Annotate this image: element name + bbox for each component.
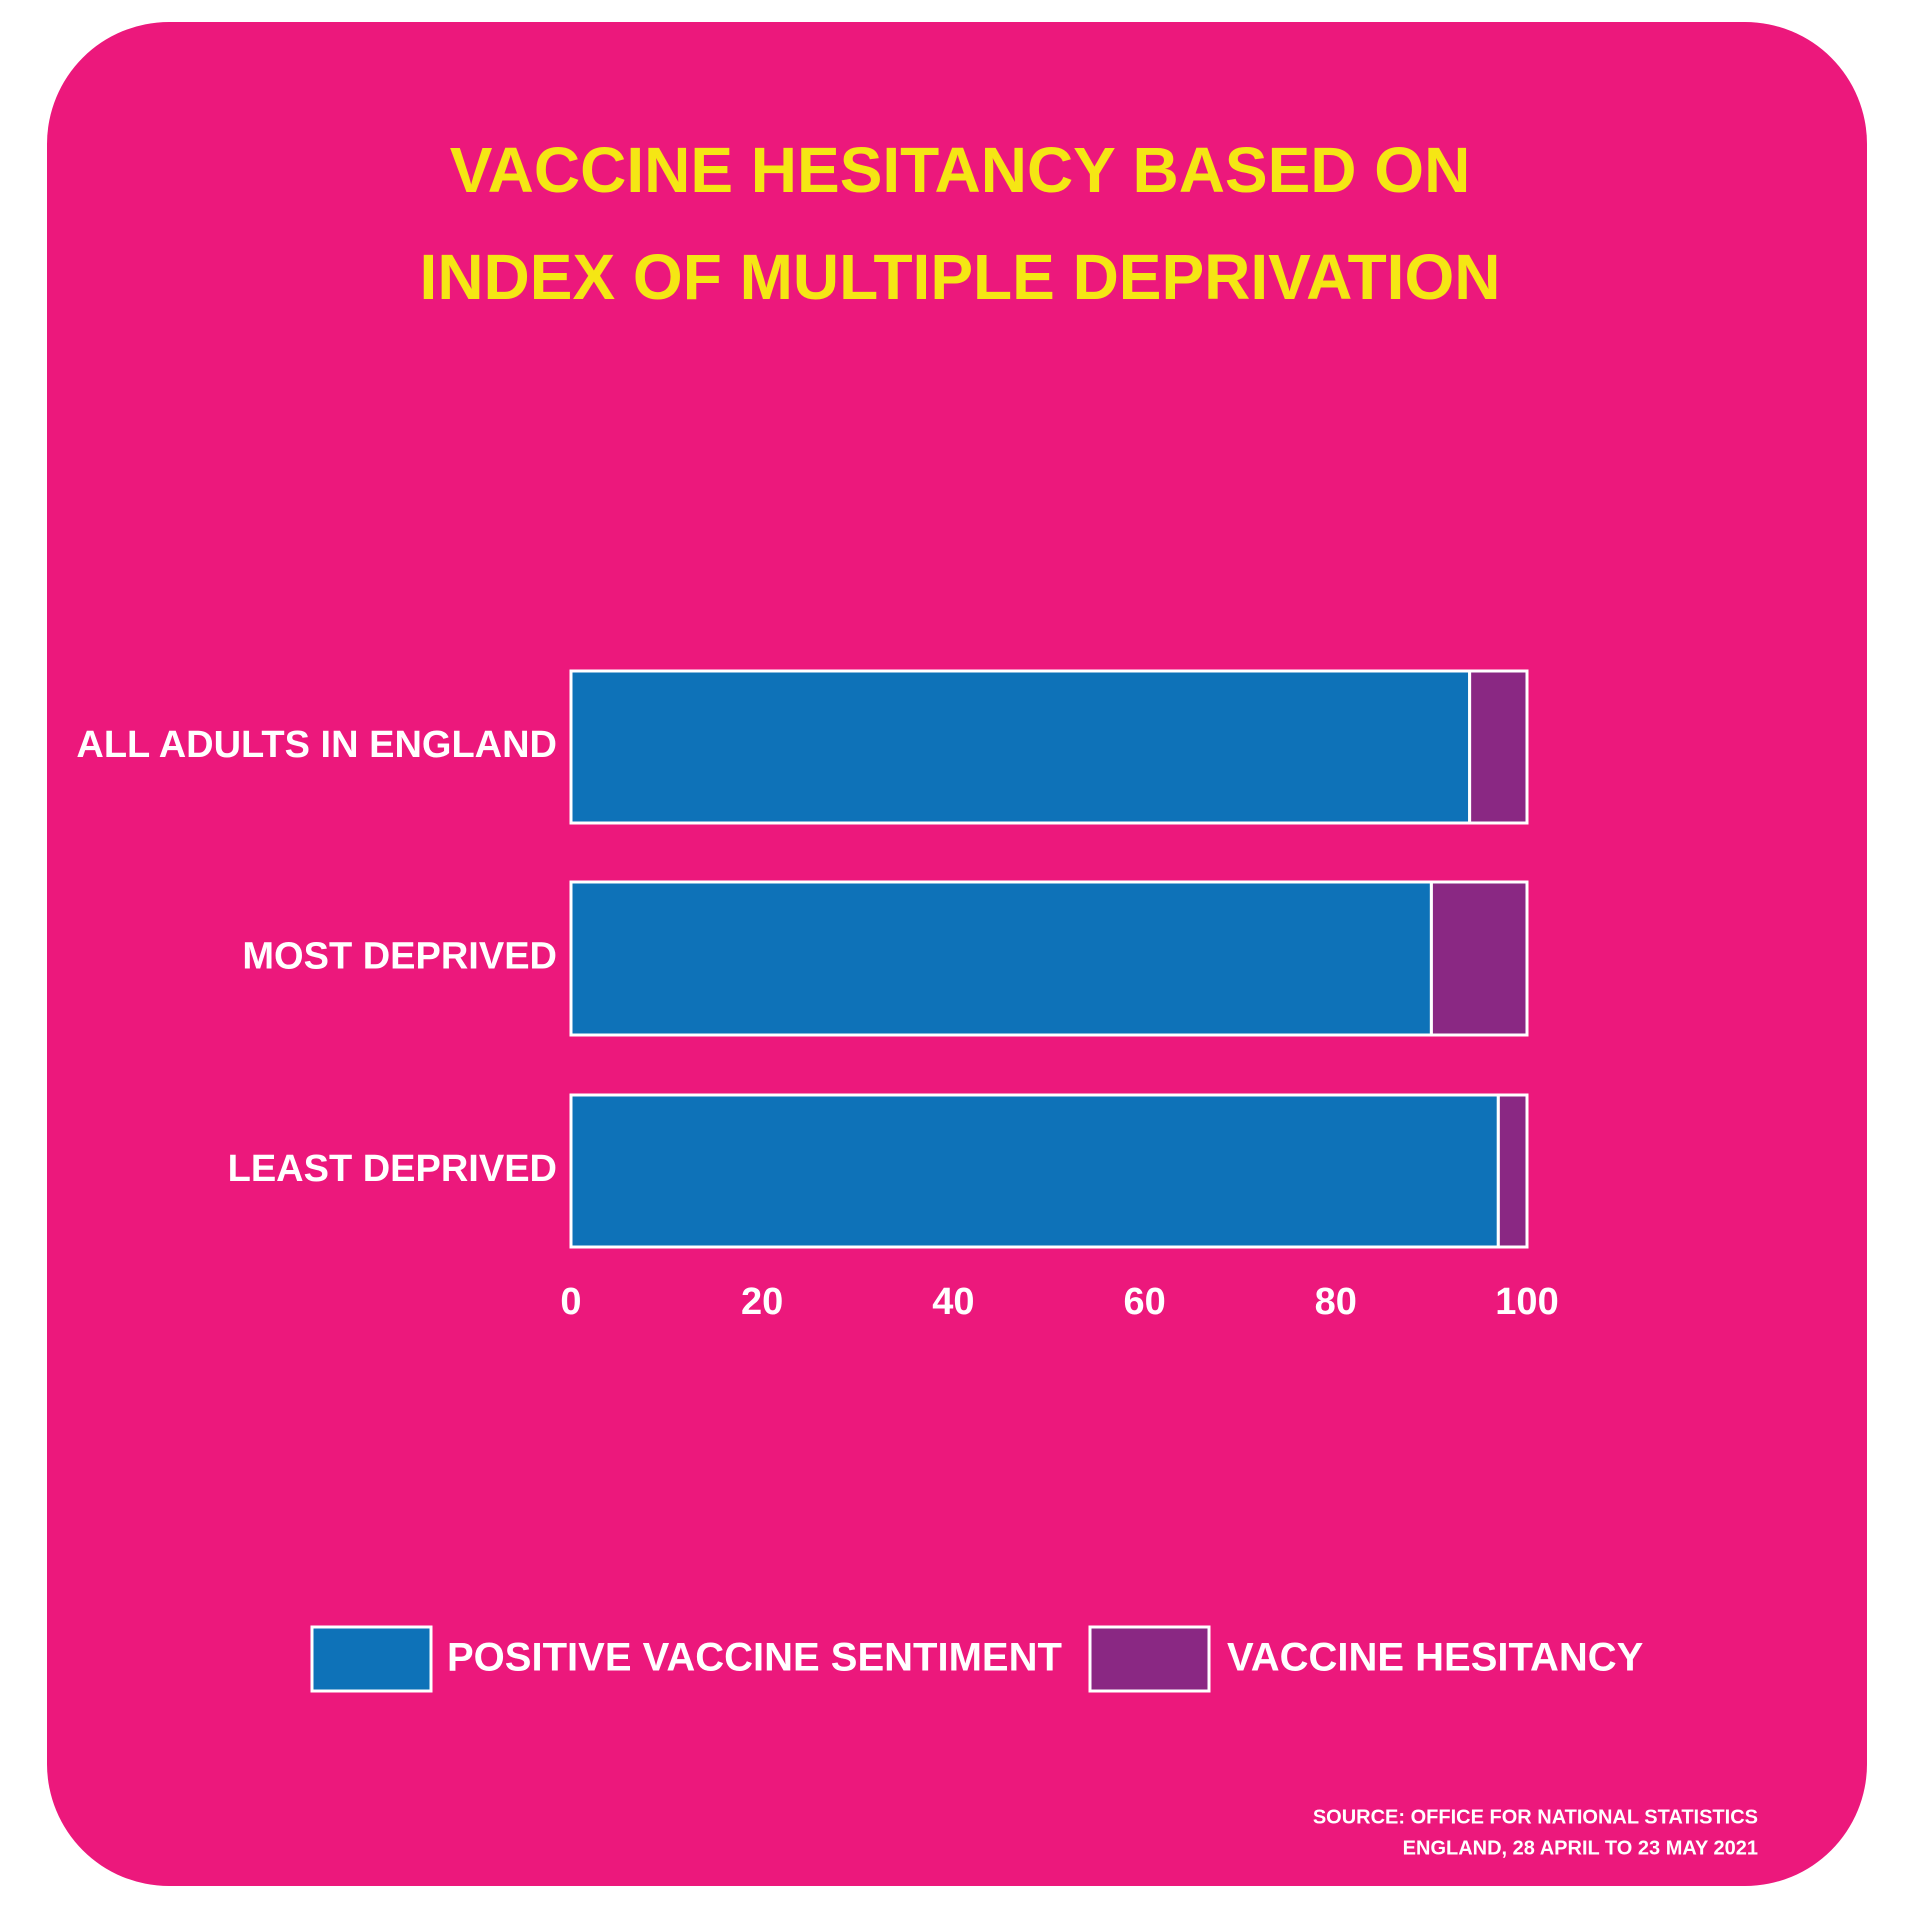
x-tick-label: 80 xyxy=(1315,1281,1357,1323)
bar-segment xyxy=(1429,880,1529,1037)
source-note: SOURCE: OFFICE FOR NATIONAL STATISTICS xyxy=(1313,1806,1758,1828)
bar-segment xyxy=(569,880,1433,1037)
legend-label: VACCINE HESITANCY xyxy=(1227,1636,1644,1680)
x-tick-label: 40 xyxy=(932,1281,974,1323)
chart-title: VACCINE HESITANCY BASED ON xyxy=(450,134,1471,206)
source-note: ENGLAND, 28 APRIL TO 23 MAY 2021 xyxy=(1403,1837,1758,1859)
x-tick-label: 100 xyxy=(1495,1281,1558,1323)
x-tick-label: 0 xyxy=(560,1281,581,1323)
y-tick-label: MOST DEPRIVED xyxy=(242,936,557,978)
y-tick-label: LEAST DEPRIVED xyxy=(228,1148,557,1190)
bar-segment xyxy=(569,1093,1500,1249)
bar-segment xyxy=(1468,669,1529,825)
y-tick-label: ALL ADULTS IN ENGLAND xyxy=(76,724,557,766)
bar-segment xyxy=(569,669,1472,825)
legend-swatch xyxy=(1088,1625,1211,1693)
chart-title: INDEX OF MULTIPLE DEPRIVATION xyxy=(420,241,1501,313)
x-tick-label: 20 xyxy=(741,1281,783,1323)
legend-label: POSITIVE VACCINE SENTIMENT xyxy=(447,1636,1062,1680)
bar-segment xyxy=(1496,1093,1529,1249)
legend-swatch xyxy=(310,1625,433,1693)
x-tick-label: 60 xyxy=(1123,1281,1165,1323)
